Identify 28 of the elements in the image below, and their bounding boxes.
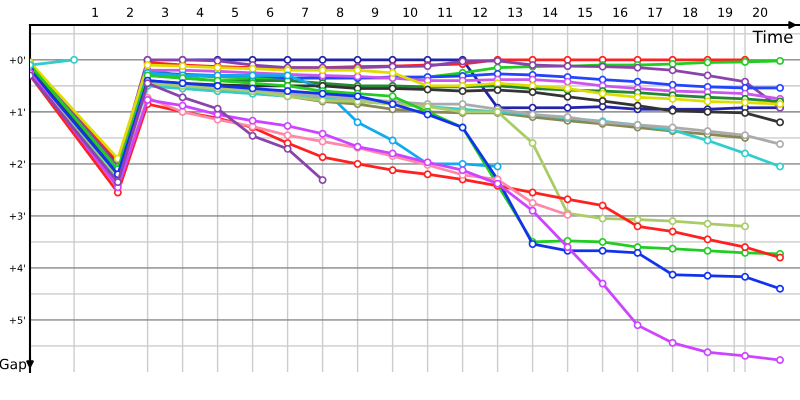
x-tick-label: 11 (438, 8, 452, 17)
x-tick-label: 20 (753, 8, 768, 18)
x-tick-label: 2 (127, 8, 133, 17)
x-tick-label: 1 (92, 8, 98, 17)
x-tick-label: 6 (266, 8, 274, 18)
y-tick-label: +3' (10, 212, 25, 220)
x-tick-label: 12 (474, 8, 487, 17)
x-tick-label: 18 (684, 8, 698, 18)
x-tick-label: 15 (578, 8, 592, 18)
y-axis-title: Gap (0, 358, 26, 372)
x-tick-label: 5 (232, 8, 238, 18)
x-tick-label: 8 (336, 8, 344, 18)
x-tick-label: 3 (162, 8, 168, 18)
x-tick-label: 7 (302, 8, 308, 17)
x-tick-label: 4 (196, 8, 204, 17)
y-tick-label: +4' (10, 264, 25, 272)
x-axis-title: Time (752, 30, 793, 44)
x-tick-label: 16 (614, 8, 628, 18)
y-tick-label: +1' (10, 108, 25, 116)
x-tick-label: 10 (404, 8, 418, 18)
y-tick-label: +5' (10, 316, 25, 324)
x-tick-label: 14 (544, 8, 558, 17)
x-tick-label: 9 (372, 8, 378, 18)
x-tick-label: 19 (718, 8, 732, 18)
y-tick-label: +2' (10, 160, 25, 168)
x-tick-label: 17 (648, 8, 662, 17)
y-tick-label: +0' (10, 56, 25, 64)
x-tick-label: 13 (508, 8, 522, 18)
